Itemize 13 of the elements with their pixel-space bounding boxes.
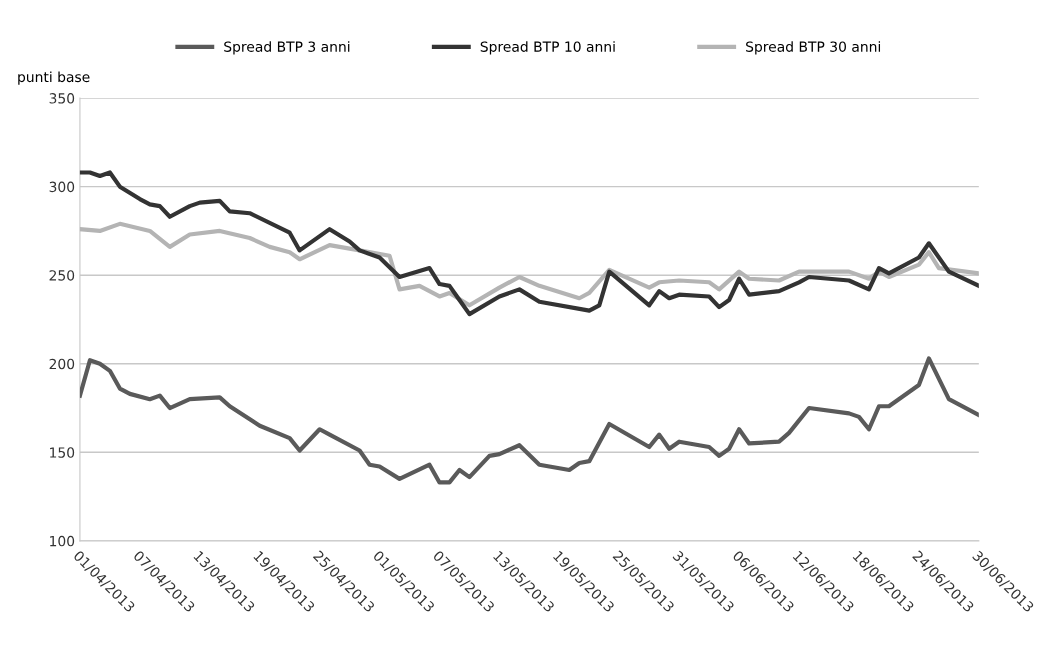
y-tick-label: 300 (49, 181, 75, 193)
y-tick-label: 100 (50, 535, 75, 547)
y-tick-label: 200 (49, 358, 75, 370)
y-tick-label: 350 (49, 93, 75, 104)
legend-label: Spread BTP 30 anni (746, 41, 881, 55)
y-axis-title: punti base (18, 71, 90, 85)
y-tick-label: 250 (49, 270, 75, 281)
legend-label: Spread BTP 10 anni (480, 41, 615, 55)
legend-label: Spread BTP 3 anni (224, 41, 350, 55)
line-series (79, 170, 979, 317)
line-series (79, 356, 979, 485)
y-tick-label: 150 (50, 447, 75, 458)
line-series (79, 221, 979, 308)
